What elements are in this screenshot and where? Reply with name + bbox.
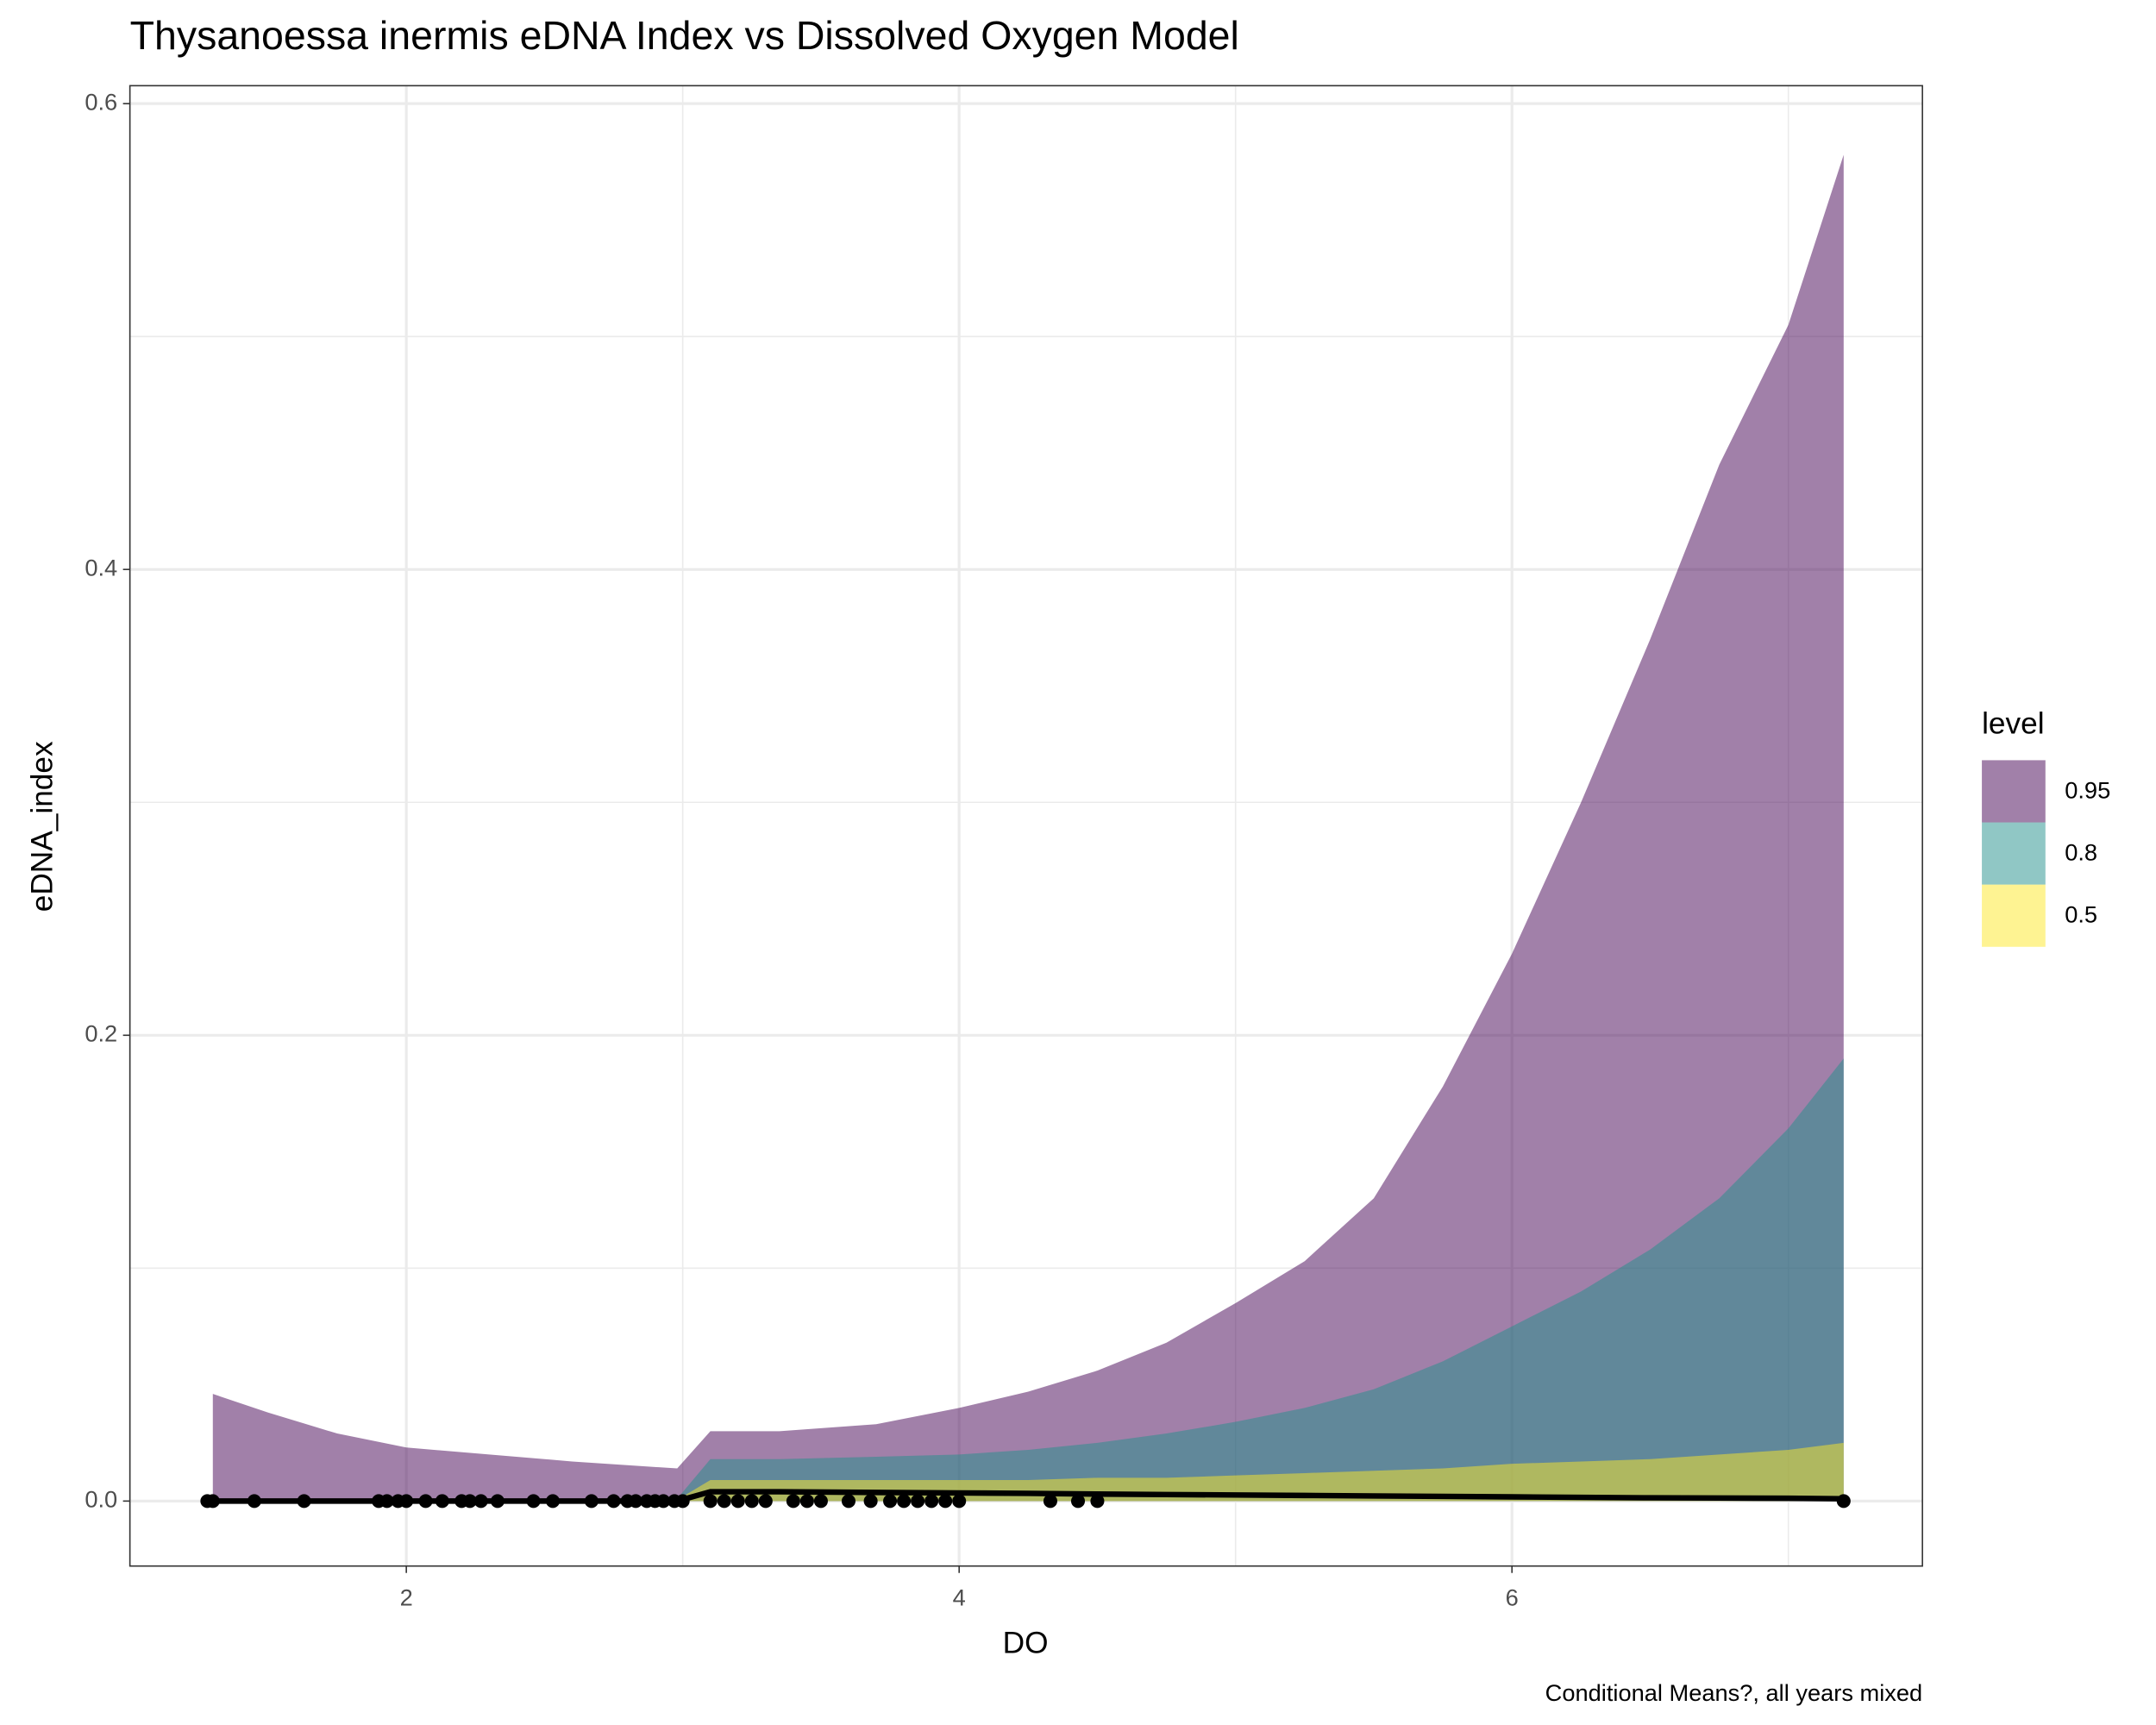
legend-title: level [1982,707,2045,741]
x-tick-label: 2 [400,1584,413,1610]
point [546,1494,561,1509]
point [786,1494,800,1509]
point [629,1494,643,1509]
point [435,1494,449,1509]
legend-key [1982,884,2046,947]
point [799,1494,814,1509]
caption: Conditional Means?, all years mixed [1545,1679,1922,1706]
y-axis-title: eDNA_index [26,741,60,912]
point [606,1494,621,1509]
point [675,1494,690,1509]
point [1070,1494,1086,1509]
point [952,1494,967,1509]
x-axis-title: DO [1003,1626,1049,1659]
point [1090,1494,1105,1509]
point [758,1494,773,1509]
point [863,1494,878,1509]
legend-key [1982,760,2046,823]
point [656,1494,671,1509]
legend-label: 0.5 [2065,901,2097,928]
point [418,1494,433,1509]
ribbon [212,1058,1844,1502]
point [717,1494,731,1509]
point [703,1494,718,1509]
chart-title: Thysanoessa inermis eDNA Index vs Dissol… [130,13,1239,58]
x-tick-label: 4 [953,1584,966,1610]
point [526,1494,541,1509]
point [490,1494,505,1509]
point [897,1494,912,1509]
point [379,1494,394,1509]
point [924,1494,939,1509]
point [473,1494,488,1509]
point [883,1494,898,1509]
point [399,1494,414,1509]
point [584,1494,599,1509]
point [730,1494,745,1509]
x-tick-label: 6 [1506,1584,1519,1610]
point [744,1494,759,1509]
ribbon [212,1442,1844,1502]
legend-key [1982,822,2046,885]
y-tick-label: 0.4 [85,554,117,580]
y-tick-label: 0.0 [85,1486,117,1513]
point [247,1494,261,1509]
point [1043,1494,1057,1509]
legend-label: 0.8 [2065,839,2097,866]
legend-label: 0.95 [2065,776,2110,803]
point [462,1494,477,1509]
ribbon [212,154,1844,1502]
y-tick-label: 0.6 [85,88,117,115]
point [297,1494,311,1509]
point [841,1494,856,1509]
point [813,1494,828,1509]
y-tick-label: 0.2 [85,1019,117,1046]
point [911,1494,925,1509]
point [205,1494,220,1509]
panel-border [128,85,1923,1567]
point [938,1494,953,1509]
point [1836,1494,1851,1509]
